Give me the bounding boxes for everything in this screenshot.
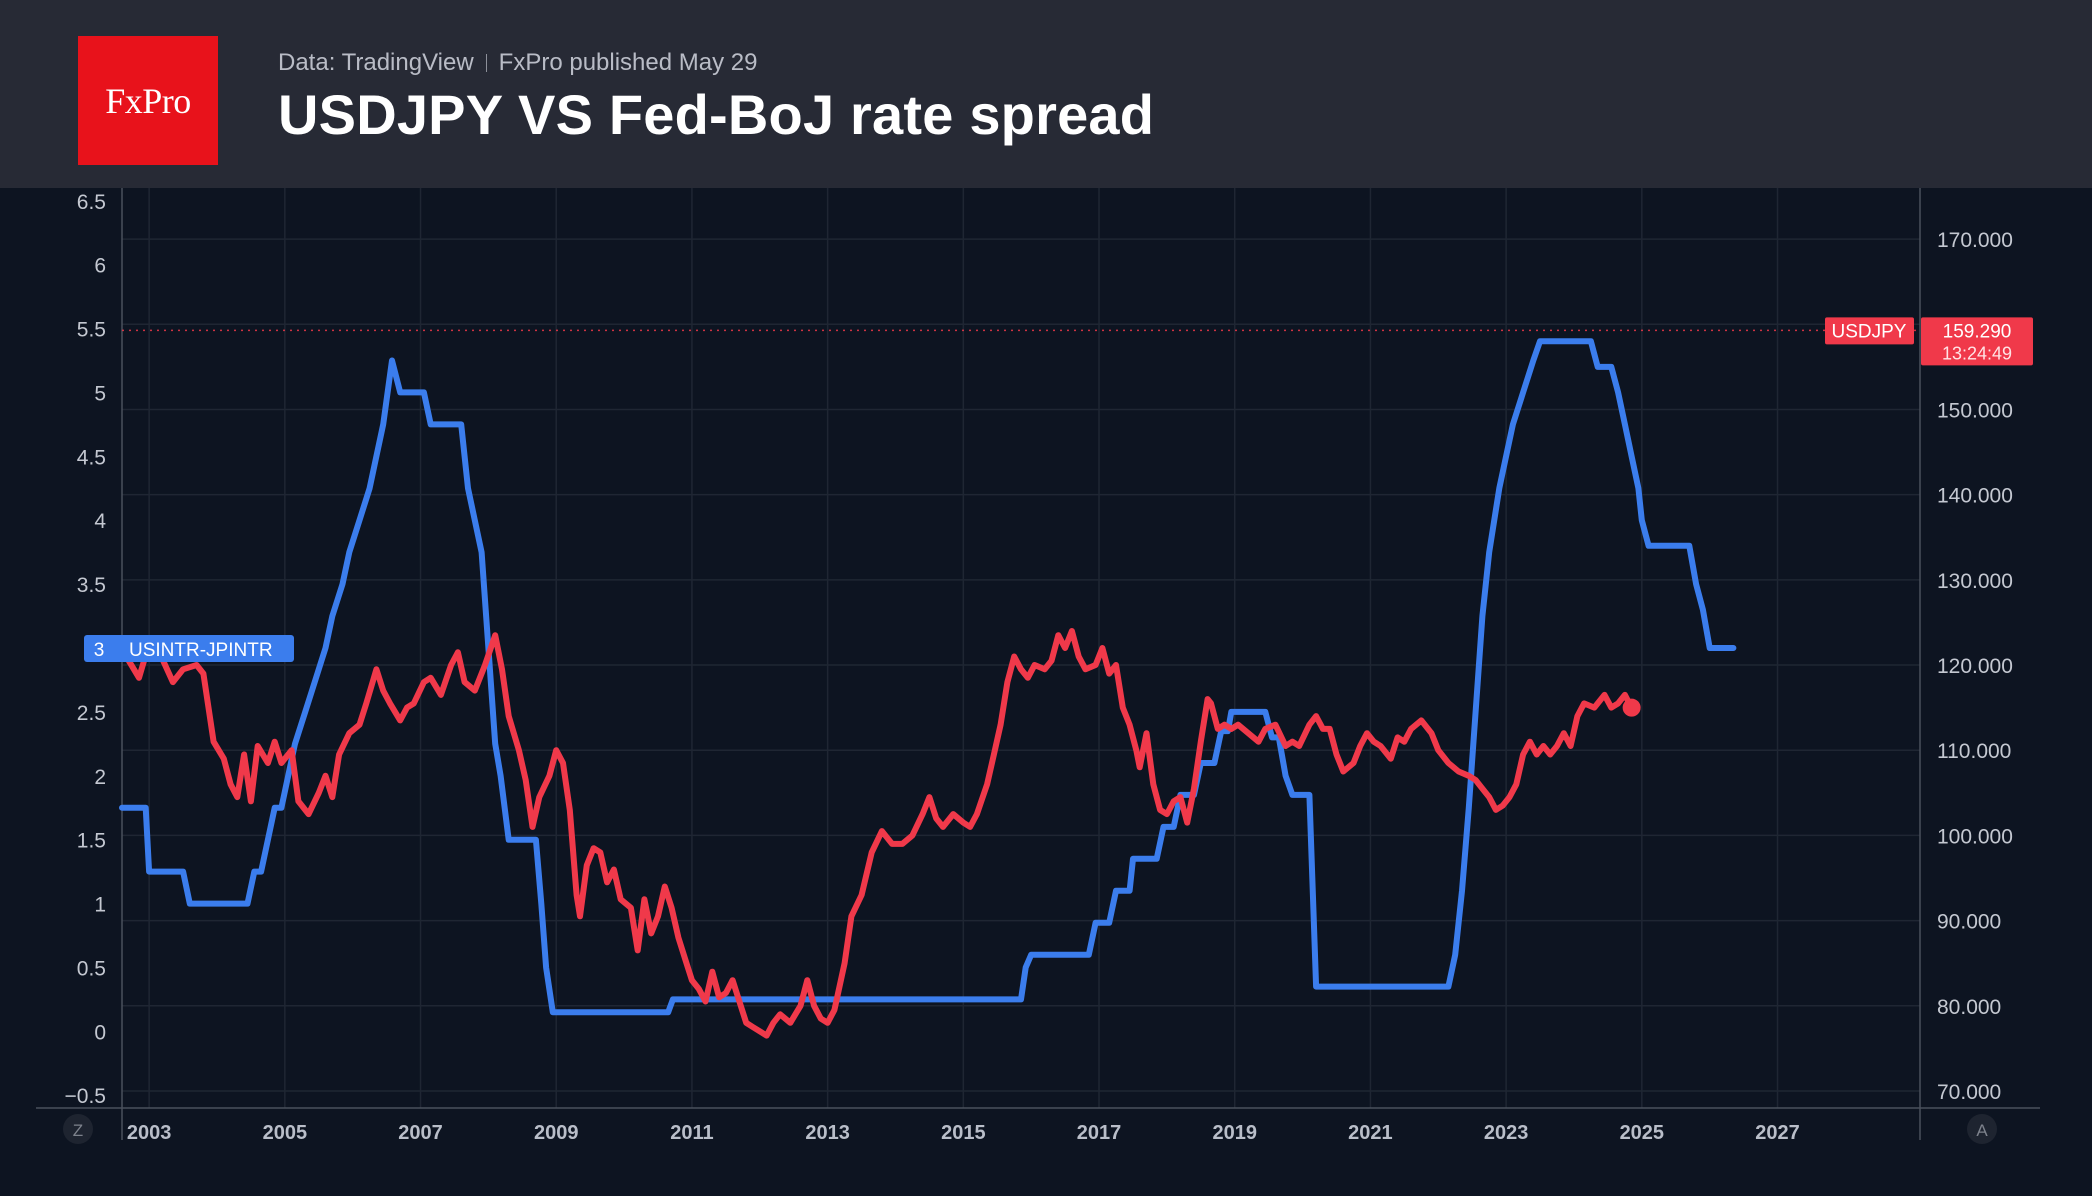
chart-title: USDJPY VS Fed-BoJ rate spread	[278, 83, 1155, 146]
left-tick-label: −0.5	[65, 1085, 106, 1108]
usdjpy-name-box	[1825, 317, 1914, 345]
left-tick-label: 1	[94, 894, 106, 917]
x-tick-label: 2013	[805, 1122, 850, 1144]
x-tick-label: 2025	[1620, 1122, 1665, 1144]
left-tick-label: 0	[94, 1021, 106, 1044]
x-tick-label: 2015	[941, 1122, 986, 1144]
spread-label-box	[84, 635, 294, 662]
x-tick-label: 2003	[127, 1122, 172, 1144]
x-tick-label: 2007	[398, 1122, 443, 1144]
usdjpy-price-box	[1921, 317, 2033, 366]
right-tick-label: 140.000	[1937, 485, 2013, 508]
x-tick-label: 2011	[670, 1122, 713, 1144]
logo-text: FxPro	[105, 80, 191, 121]
left-tick-label: 1.5	[77, 830, 106, 853]
x-tick-label: 2027	[1755, 1122, 1800, 1144]
published-date: FxPro published May 29	[498, 49, 758, 76]
reset-zoom-button[interactable]	[63, 1114, 93, 1144]
x-tick-label: 2005	[263, 1122, 308, 1144]
right-tick-label: 70.000	[1937, 1081, 2001, 1104]
header-bar: FxPro Data: TradingView FxPro published …	[0, 0, 2092, 188]
right-tick-label: 80.000	[1937, 996, 2001, 1019]
x-tick-label: 2009	[534, 1122, 579, 1144]
reset-zoom-label: Z	[73, 1121, 83, 1140]
spread-series-name: USINTR-JPINTR	[129, 640, 273, 661]
series-line-usintr-jpintr	[119, 338, 1737, 1016]
chart-grid	[36, 188, 2040, 1140]
usdjpy-series-name: USDJPY	[1832, 321, 1907, 342]
data-source: Data: TradingView	[278, 49, 474, 76]
left-tick-label: 2	[94, 766, 106, 789]
x-tick-label: 2019	[1212, 1122, 1257, 1144]
left-tick-label: 6	[94, 255, 106, 278]
left-tick-label: 5.5	[77, 319, 106, 342]
right-tick-label: 120.000	[1937, 655, 2013, 678]
left-tick-label: 0.5	[77, 957, 106, 980]
x-tick-label: 2023	[1484, 1122, 1529, 1144]
chart-lines	[119, 329, 1920, 1039]
right-tick-label: 170.000	[1937, 229, 2013, 252]
right-tick-label: 150.000	[1937, 399, 2013, 422]
auto-scale-label: A	[1976, 1121, 1988, 1140]
left-tick-label: 5	[94, 382, 106, 405]
chart-meta: Data: TradingView FxPro published May 29	[278, 49, 757, 77]
right-tick-label: 110.000	[1937, 740, 2011, 763]
series-line-usdjpy	[125, 628, 1635, 1039]
usdjpy-countdown: 13:24:49	[1942, 343, 2012, 363]
right-tick-label: 100.000	[1937, 825, 2013, 848]
last-price-dot	[1622, 698, 1641, 717]
left-axis: 6.5 6 5.5 5 4.5 4 3.5 3 2.5 2 1.5 1 0.5 0 −0.5	[65, 191, 107, 1108]
left-tick-label: 3.5	[77, 574, 106, 597]
left-tick-label: 4	[94, 510, 106, 533]
right-tick-label: 130.000	[1937, 570, 2013, 593]
fxpro-logo: FxPro	[78, 36, 218, 165]
x-tick-label: 2021	[1348, 1122, 1393, 1144]
chart-area[interactable]: 6.5 6 5.5 5 4.5 4 3.5 3 2.5 2 1.5 1 0.5 0 −0.5 170.000…	[0, 188, 2092, 1196]
meta-separator	[485, 54, 487, 72]
auto-scale-button[interactable]	[1967, 1114, 1997, 1144]
left-tick-label: 4.5	[77, 446, 106, 469]
left-tick-label: 6.5	[77, 191, 106, 214]
left-tick-label: 2.5	[77, 702, 106, 725]
x-tick-label: 2017	[1077, 1122, 1122, 1144]
spread-current-value: 3	[94, 640, 105, 661]
right-tick-label: 90.000	[1937, 911, 2001, 934]
usdjpy-last-price: 159.290	[1943, 321, 2012, 342]
x-axis: 2003 2005 2007 2009 2011 2013 2015 2017 2019 2021…	[63, 1114, 1997, 1144]
